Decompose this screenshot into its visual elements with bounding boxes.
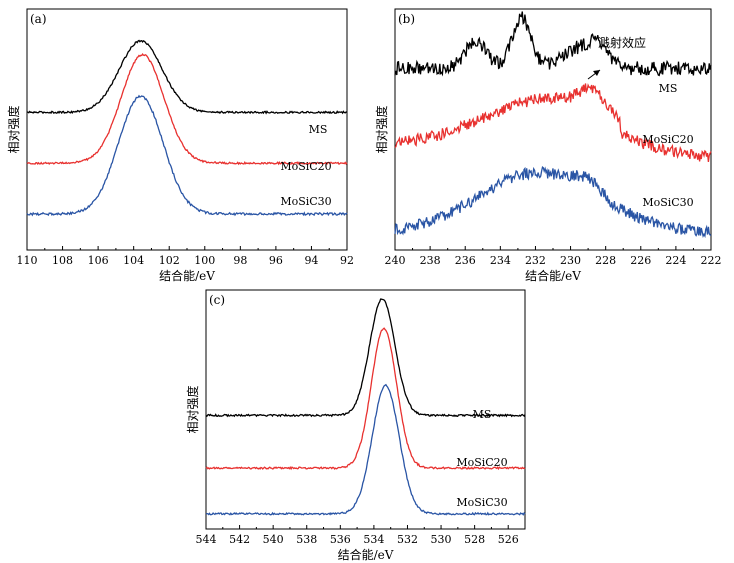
plot-frame (205, 289, 526, 530)
series-line-mosic20 (394, 83, 712, 162)
series-label: MoSiC20 (456, 456, 507, 469)
x-tick-label: 108 (52, 254, 73, 267)
x-tick-label: 234 (490, 254, 511, 267)
x-tick-label: 544 (196, 533, 217, 546)
x-tick-label: 538 (296, 533, 317, 546)
x-tick-label: 104 (123, 254, 144, 267)
series-label: MoSiC30 (280, 195, 331, 208)
x-tick-label: 98 (233, 254, 247, 267)
x-tick-label: 526 (498, 533, 519, 546)
x-tick-label: 238 (420, 254, 441, 267)
x-tick-label: 226 (630, 254, 651, 267)
chart-panel-3: 544 542 540 538 536 534 532 530 528 526 (c) 结合能/eV 相… (185, 289, 526, 562)
series-line-ms (27, 39, 348, 115)
x-tick-label: 236 (455, 254, 476, 267)
x-tick-label: 100 (194, 254, 215, 267)
x-tick-label: 240 (385, 254, 406, 267)
series-line-mosic30 (205, 383, 526, 516)
series-label: MS (659, 82, 678, 95)
x-tick-label: 94 (304, 254, 318, 267)
series-line-mosic30 (394, 165, 712, 239)
x-tick-label: 540 (263, 533, 284, 546)
x-tick-label: 542 (229, 533, 250, 546)
panel-label: (b) (398, 12, 415, 26)
x-axis-label: 结合能/eV (338, 547, 394, 562)
x-tick-label: 102 (159, 254, 180, 267)
x-axis-label: 结合能/eV (159, 268, 215, 283)
series-line-mosic30 (26, 94, 348, 217)
series-line-mosic20 (205, 327, 526, 471)
x-tick-label: 534 (363, 533, 384, 546)
series-label: MoSiC30 (456, 496, 507, 509)
y-axis-label: 相对强度 (6, 105, 21, 153)
series-label: MoSiC20 (280, 160, 331, 173)
chart-panel-1: 110 108 106 104 102 100 98 96 94 92 (a) 结合能/eV 相对强度 M… (6, 8, 354, 283)
x-tick-label: 532 (397, 533, 418, 546)
series-line-ms (205, 298, 526, 418)
panel-label: (c) (209, 293, 225, 307)
series-label: MS (473, 408, 492, 421)
series-line-ms (394, 11, 712, 77)
x-tick-label: 228 (595, 254, 616, 267)
x-tick-label: 92 (340, 254, 354, 267)
annotation-arrowhead (593, 70, 600, 76)
x-tick-label: 530 (431, 533, 452, 546)
x-tick-label: 232 (525, 254, 546, 267)
series-label: MoSiC20 (642, 133, 693, 146)
x-tick-label: 536 (330, 533, 351, 546)
chart-panel-2: 240 238 236 234 232 230 228 226 224 222 (b) 结合能/eV 相… (374, 8, 722, 283)
x-tick-label: 96 (269, 254, 283, 267)
x-tick-label: 106 (88, 254, 109, 267)
x-tick-label: 230 (560, 254, 581, 267)
panel-label: (a) (30, 12, 47, 26)
x-axis-label: 结合能/eV (525, 268, 581, 283)
series-label: MS (309, 123, 328, 136)
x-tick-label: 222 (701, 254, 722, 267)
x-tick-label: 110 (17, 254, 38, 267)
x-tick-label: 224 (665, 254, 686, 267)
x-tick-label: 528 (464, 533, 485, 546)
series-label: MoSiC30 (642, 196, 693, 209)
annotation-label: 溅射效应 (598, 35, 646, 50)
y-axis-label: 相对强度 (185, 385, 200, 433)
series-line-mosic20 (26, 52, 348, 166)
y-axis-label: 相对强度 (374, 105, 389, 153)
